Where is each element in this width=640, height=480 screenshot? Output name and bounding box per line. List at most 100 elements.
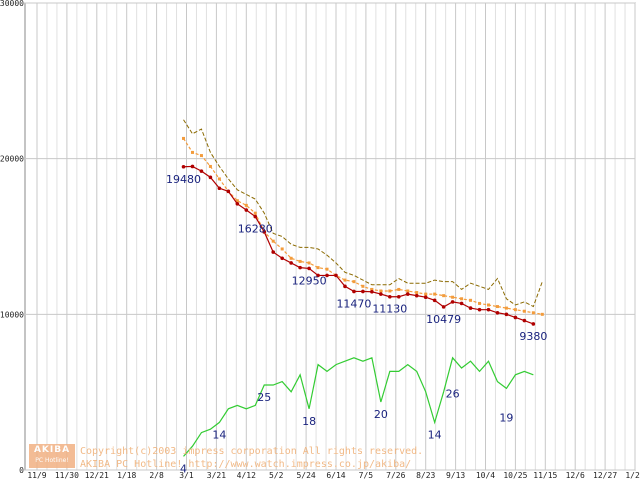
lowest-price-marker [343, 284, 347, 289]
lowest-price-marker [271, 250, 276, 254]
lowest-price-marker [190, 164, 195, 169]
x-tick-label: 7/26 [386, 471, 405, 480]
data-label: 11130 [372, 303, 407, 316]
data-label: 16280 [238, 223, 273, 236]
lowest-price-marker [289, 261, 293, 265]
lowest-price-marker [495, 310, 500, 315]
x-tick-label: 12/21 [85, 471, 109, 480]
average-price-marker [478, 301, 482, 305]
average-price-marker [379, 289, 383, 293]
average-price-marker [307, 261, 311, 265]
data-label: 4 [180, 462, 187, 475]
data-labels: 19480 16280 12950 11470 11130 10479 9380 4 14 18 2… [166, 173, 547, 476]
lowest-price-marker [307, 266, 311, 271]
lowest-price-marker [450, 300, 455, 304]
lowest-price-marker [262, 230, 267, 234]
logo-bottom-text: PC Hotline! [35, 457, 69, 464]
x-tick-label: 11/30 [55, 471, 79, 480]
x-tick-label: 7/5 [359, 471, 374, 480]
y-axis-ticks: 30000 20000 10000 0 [0, 0, 24, 475]
lowest-price-marker [522, 318, 527, 323]
average-price-marker [442, 294, 446, 298]
data-label: 14 [212, 428, 226, 441]
average-price-marker [235, 199, 239, 203]
upper-price-line [183, 119, 543, 308]
average-price-marker [415, 291, 419, 295]
lowest-price-line [183, 165, 534, 325]
x-tick-label: 11/15 [533, 471, 557, 480]
lowest-price-marker [388, 294, 392, 299]
y-tick-label: 20000 [0, 155, 24, 164]
lowest-price-marker [370, 289, 374, 294]
average-price-marker [388, 289, 392, 293]
lowest-price-marker [334, 273, 338, 278]
lowest-price-marker [405, 292, 410, 296]
lowest-price-marker [208, 175, 213, 180]
average-price-marker [370, 287, 374, 291]
average-price-marker [280, 247, 284, 251]
average-price-marker [433, 292, 437, 296]
x-axis-ticks: 11/9 11/30 12/21 1/18 2/8 3/1 3/21 4/12 5/2 5/24 6… [27, 471, 640, 480]
average-price-marker [217, 177, 221, 181]
series-layer [181, 119, 544, 457]
x-tick-label: 3/1 [179, 471, 194, 480]
average-price-marker [504, 306, 508, 310]
data-label: 12950 [292, 274, 327, 287]
x-tick-label: 3/21 [207, 471, 226, 480]
x-tick-label: 6/14 [326, 471, 345, 480]
x-tick-label: 1/24 [625, 471, 640, 480]
data-label: 19 [499, 411, 513, 424]
y-tick-label: 0 [19, 466, 24, 475]
y-tick-label: 10000 [0, 310, 24, 319]
data-label: 18 [302, 415, 316, 428]
average-price-marker [325, 267, 329, 271]
x-tick-label: 10/4 [476, 471, 495, 480]
lowest-price-marker [441, 305, 446, 309]
lowest-price-marker [244, 208, 249, 212]
lowest-price-marker [513, 315, 518, 320]
lowest-price-marker [298, 265, 302, 270]
x-tick-label: 10/25 [503, 471, 527, 480]
lowest-price-marker [217, 186, 222, 191]
data-label: 10479 [426, 313, 461, 326]
lowest-price-marker [325, 273, 329, 278]
copyright-text: Copyright(c)2003 impress corporation All… [80, 446, 424, 457]
average-price-marker [495, 305, 499, 309]
x-tick-label: 12/27 [593, 471, 617, 480]
lowest-price-marker [396, 294, 401, 299]
y-tick-label: 30000 [0, 0, 24, 8]
average-price-marker [540, 312, 544, 316]
lowest-price-marker [181, 164, 186, 169]
lowest-price-marker [235, 202, 240, 206]
lowest-price-marker [361, 289, 365, 294]
lowest-price-marker [379, 292, 383, 296]
average-price-marker [451, 295, 455, 299]
lowest-price-marker [253, 214, 258, 219]
lowest-price-marker [316, 273, 320, 278]
x-tick-label: 5/2 [269, 471, 284, 480]
average-price-marker [531, 311, 535, 315]
data-label: 25 [257, 391, 271, 404]
average-price-marker [469, 298, 473, 302]
shop-count-line [183, 356, 534, 457]
akiba-logo: AKIBA PC Hotline! [29, 444, 75, 468]
lowest-price-marker [423, 295, 428, 300]
average-price-marker [406, 289, 410, 293]
lowest-price-marker [280, 256, 284, 261]
x-tick-label: 2/8 [149, 471, 164, 480]
lowest-price-marker [352, 289, 356, 294]
x-tick-label: 12/6 [566, 471, 585, 480]
lowest-price-marker [199, 169, 204, 173]
lowest-price-marker [504, 312, 509, 317]
data-label: 14 [428, 428, 442, 441]
grid-lines [25, 2, 636, 471]
average-price-marker [244, 203, 248, 207]
lowest-price-marker [486, 307, 491, 312]
average-price-marker [513, 308, 517, 312]
average-price-marker [298, 259, 302, 263]
lowest-price-marker [531, 322, 536, 326]
average-price-marker [486, 303, 490, 307]
data-label: 19480 [166, 173, 201, 186]
data-label: 26 [446, 388, 460, 401]
x-tick-label: 11/9 [27, 471, 46, 480]
